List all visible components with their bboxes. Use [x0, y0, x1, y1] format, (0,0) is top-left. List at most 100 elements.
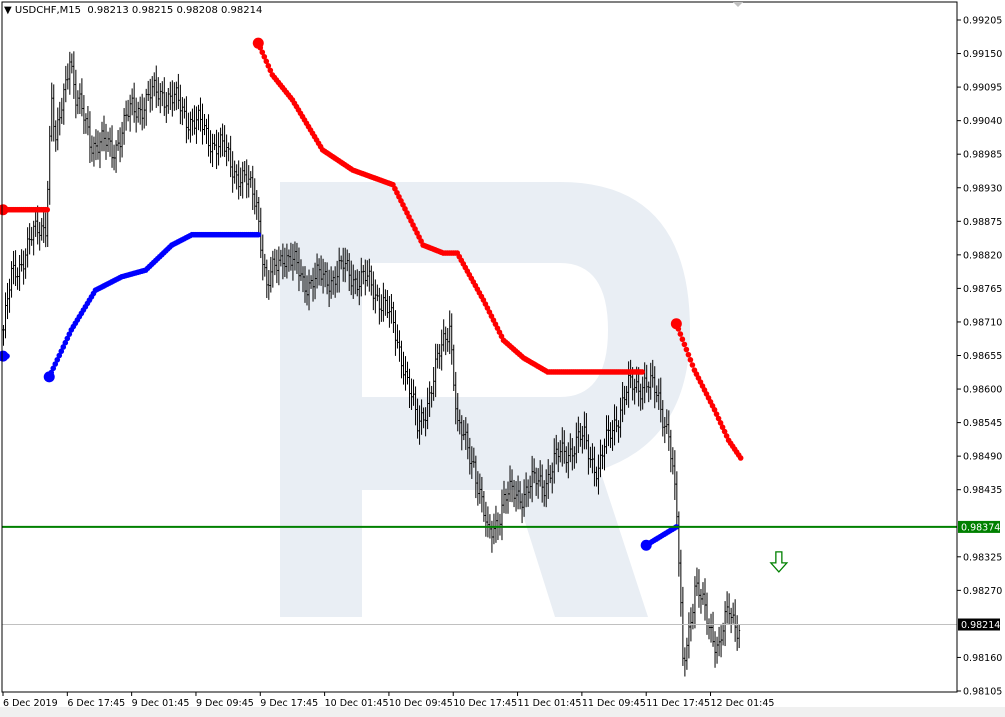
ohlc-bar — [179, 84, 182, 125]
ohlc-bar — [147, 80, 150, 102]
ohlc-bar — [64, 65, 67, 103]
ohlc-bar — [125, 100, 128, 131]
ohlc-bar — [480, 476, 483, 513]
ohlc-bar — [271, 250, 274, 288]
ohlc-bar — [683, 647, 686, 677]
ohlc-bar — [209, 130, 212, 164]
ohlc-bar — [10, 261, 13, 298]
ohlc-bar — [492, 513, 495, 545]
ohlc-bar — [295, 242, 298, 274]
ohlc-bar — [2, 325, 5, 346]
ohlc-bar — [304, 266, 306, 303]
ohlc-bar — [687, 612, 690, 659]
x-tick-label: 10 Dec 17:45 — [453, 698, 517, 709]
y-tick-label: 0.98875 — [963, 217, 1002, 228]
ohlc-bar — [615, 406, 618, 433]
ohlc-bar — [50, 82, 53, 142]
ohlc-bar — [301, 266, 304, 293]
ohlc-bar — [603, 438, 606, 471]
sar-red-dot — [737, 455, 744, 461]
ohlc-bar — [575, 422, 578, 464]
sar-red-dot — [259, 49, 266, 56]
sar-red-dot — [265, 63, 272, 69]
ohlc-bar — [533, 458, 536, 484]
ohlc-bar — [115, 140, 118, 173]
ohlc-bar — [699, 588, 702, 614]
ohlc-bar — [627, 361, 630, 408]
ohlc-bar — [225, 134, 228, 167]
level-price-label-text: 0.98374 — [961, 522, 1000, 533]
ohlc-bar — [613, 404, 616, 446]
ohlc-bar — [565, 446, 568, 473]
ohlc-bar — [444, 326, 447, 356]
sar-red-dot — [683, 346, 690, 353]
ohlc-bar — [649, 362, 652, 400]
sar-blue-start-dot — [43, 371, 55, 383]
ohlc-bar — [181, 97, 184, 126]
ohlc-bar — [404, 356, 407, 391]
x-tick-label: 12 Dec 01:45 — [711, 698, 775, 709]
y-tick-label: 0.98435 — [963, 485, 1002, 496]
ohlc-bar — [175, 81, 178, 111]
dropdown-triangle-icon[interactable]: ▼ — [4, 5, 15, 16]
ohlc-bar — [623, 385, 626, 415]
ohlc-bar — [259, 207, 262, 259]
ohlc-bar — [40, 217, 43, 241]
ohlc-bar — [135, 97, 138, 133]
ohlc-bar — [716, 636, 719, 664]
ohlc-bar — [567, 442, 570, 479]
ohlc-bar — [400, 340, 403, 379]
ohlc-bar — [235, 164, 238, 190]
ohlc-bar — [107, 131, 110, 152]
ohlc-bar — [42, 211, 45, 244]
ohlc-bar — [710, 613, 713, 643]
ohlc-bar — [663, 417, 666, 444]
y-tick-label: 0.98545 — [963, 418, 1002, 429]
ohlc-bar — [109, 127, 112, 157]
ohlc-bar — [105, 123, 108, 160]
plot-border — [1, 1, 958, 693]
ohlc-bar — [6, 282, 9, 320]
ohlc-bar — [360, 257, 363, 297]
ohlc-bar — [605, 415, 608, 454]
y-tick-label: 0.98160 — [963, 653, 1002, 664]
x-tick-label: 9 Dec 01:45 — [132, 698, 190, 709]
sar-blue-dot — [64, 335, 71, 342]
level-price-label: 0.98374 — [958, 520, 1000, 533]
ohlc-bar — [26, 227, 29, 268]
ohlc-bar — [597, 454, 600, 495]
ohlc-bar — [577, 416, 580, 454]
ohlc-bar — [165, 92, 168, 123]
watermark-r-shape — [280, 182, 690, 617]
bottom-strip — [0, 707, 1005, 717]
ohlc-bar — [587, 434, 590, 475]
sar-red-dot — [689, 362, 696, 368]
ohlc-bar — [24, 248, 27, 279]
ohlc-bar — [167, 87, 170, 114]
ohlc-bar — [103, 115, 105, 152]
ohlc-bar — [490, 520, 493, 553]
sar-red-dot — [721, 428, 728, 435]
ohlc-bar — [579, 422, 582, 447]
ohlc-bar — [344, 247, 347, 283]
sar-red-start-dot — [0, 204, 9, 216]
ohlc-bar — [145, 88, 148, 126]
ohlc-bar — [263, 253, 266, 277]
ohlc-bar — [436, 343, 439, 369]
ohlc-bar — [585, 413, 588, 450]
ohlc-bar — [543, 480, 546, 507]
ohlc-bar — [617, 420, 620, 443]
ohlc-bar — [732, 602, 735, 624]
sar-red-dot — [687, 357, 694, 363]
current-price-label: 0.98214 — [958, 618, 1000, 631]
ohlc-bar — [338, 247, 341, 293]
ohlc-bar — [332, 270, 335, 295]
ohlc-bar — [48, 125, 51, 205]
ohlc-bar — [221, 123, 224, 157]
ohlc-bar — [153, 72, 156, 97]
ohlc-bar — [655, 385, 658, 403]
ohlc-bar — [641, 376, 644, 410]
y-tick-label: 0.98270 — [963, 586, 1002, 597]
